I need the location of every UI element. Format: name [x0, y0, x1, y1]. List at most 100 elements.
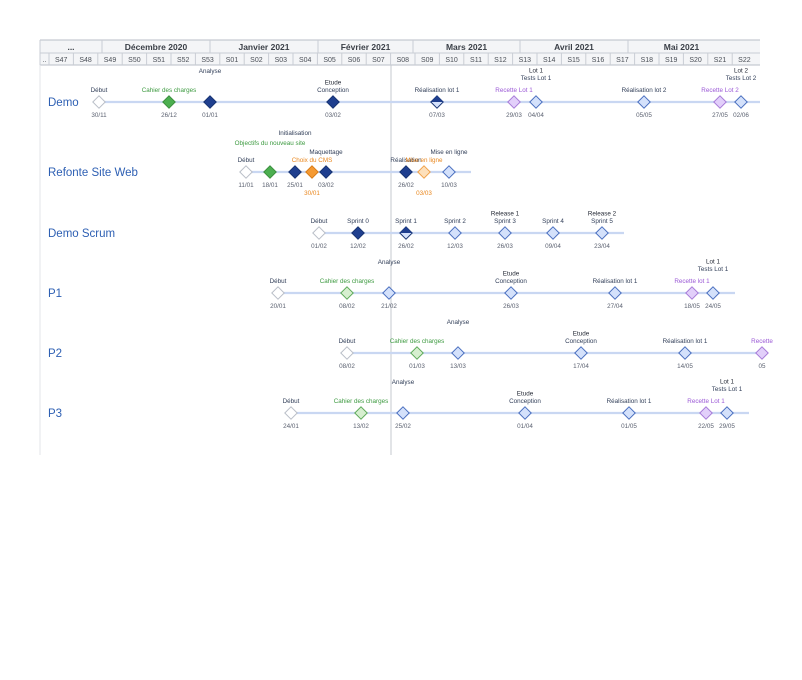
milestone-diamond[interactable]	[574, 346, 588, 360]
milestone[interactable]: Cahier des charges 01/03	[390, 338, 445, 370]
milestone-diamond[interactable]	[498, 226, 512, 240]
milestone[interactable]: Choix du CMS 30/01	[292, 157, 333, 197]
milestone-diamond[interactable]	[382, 286, 396, 300]
milestone-diamond[interactable]	[326, 95, 340, 109]
milestone-diamond[interactable]	[417, 165, 431, 179]
milestone-diamond[interactable]	[678, 346, 692, 360]
milestone-diamond[interactable]	[504, 286, 518, 300]
milestone[interactable]: Analyse 25/02	[392, 379, 415, 430]
milestone-diamond[interactable]	[396, 406, 410, 420]
milestone-diamond[interactable]	[608, 286, 622, 300]
milestone[interactable]: Début 30/11	[91, 87, 108, 119]
milestone[interactable]: Initialisation 25/01	[279, 130, 312, 189]
milestone[interactable]: Réalisation lot 1 01/05	[607, 398, 652, 430]
milestone-diamond[interactable]	[92, 95, 106, 109]
milestone-diamond[interactable]	[305, 165, 319, 179]
project-name[interactable]: Demo Scrum	[48, 228, 115, 240]
milestone[interactable]: Cahier des charges 26/12	[142, 87, 197, 119]
milestone-diamond[interactable]	[451, 346, 465, 360]
milestone-diamond[interactable]	[351, 226, 365, 240]
milestone-diamond[interactable]	[239, 165, 253, 179]
milestone-diamond[interactable]	[340, 286, 354, 300]
milestone[interactable]: Début 08/02	[339, 338, 356, 370]
milestone-diamond[interactable]	[271, 286, 285, 300]
milestone[interactable]: Recette 05	[751, 338, 773, 370]
milestone-diamond[interactable]	[312, 226, 326, 240]
milestone[interactable]: Analyse 21/02	[378, 259, 401, 310]
milestone[interactable]: Sprint 0 12/02	[347, 218, 369, 250]
project-name[interactable]: P1	[48, 288, 62, 300]
milestone[interactable]: Cahier des charges 13/02	[334, 398, 389, 430]
milestone-diamond[interactable]	[706, 286, 720, 300]
milestone-diamond[interactable]	[507, 95, 521, 109]
milestone[interactable]: Sprint 2 12/03	[444, 218, 466, 250]
milestone[interactable]: Réalisation lot 1 07/03	[415, 87, 460, 119]
milestone-diamond[interactable]	[448, 226, 462, 240]
milestone[interactable]: Début 24/01	[283, 398, 300, 430]
milestone[interactable]: Réalisation lot 1 27/04	[593, 278, 638, 310]
milestone[interactable]: Analyse 13/03	[447, 319, 470, 370]
project-row[interactable]: Demo Début 30/11 Cahier des charges 26/12 Ana…	[48, 68, 760, 120]
project-name[interactable]: P2	[48, 348, 62, 360]
milestone[interactable]: Réalisation lot 2 05/05	[622, 87, 667, 119]
milestone-diamond[interactable]	[685, 286, 699, 300]
milestone[interactable]: Début 11/01	[238, 157, 255, 189]
milestone[interactable]: Cahier des charges 08/02	[320, 278, 375, 310]
milestone-diamond[interactable]	[518, 406, 532, 420]
milestone-diamond[interactable]	[546, 226, 560, 240]
project-name[interactable]: Refonte Site Web	[48, 167, 138, 179]
milestone[interactable]: Réalisation 26/02	[390, 157, 422, 189]
project-row[interactable]: P3 Début 24/01 Cahier des charges 13/02 Analy…	[48, 379, 749, 431]
milestone-diamond[interactable]	[203, 95, 217, 109]
milestone-diamond[interactable]	[288, 165, 302, 179]
project-name[interactable]: Demo	[48, 97, 79, 109]
milestone[interactable]: Sprint 4 09/04	[542, 218, 564, 250]
milestone[interactable]: Mise en ligne 10/03	[430, 149, 468, 189]
milestone-diamond[interactable]	[529, 95, 543, 109]
milestone-diamond[interactable]	[734, 95, 748, 109]
milestone[interactable]: Sprint 1 26/02	[395, 218, 417, 250]
milestone-diamond[interactable]	[699, 406, 713, 420]
milestone-diamond[interactable]	[319, 165, 333, 179]
milestone-diamond[interactable]	[637, 95, 651, 109]
milestone-diamond[interactable]	[263, 165, 277, 179]
milestone-diamond[interactable]	[284, 406, 298, 420]
milestone-diamond[interactable]	[755, 346, 769, 360]
milestone-diamond[interactable]	[354, 406, 368, 420]
milestone[interactable]: Début 20/01	[270, 278, 287, 310]
milestone[interactable]: Analyse 01/01	[199, 68, 222, 119]
milestone[interactable]: Recette lot 1 18/05	[674, 278, 710, 310]
milestone-diamond[interactable]	[162, 95, 176, 109]
milestone[interactable]: Objectifs du nouveau site 18/01	[235, 140, 306, 189]
milestone[interactable]: Réalisation lot 1 14/05	[663, 338, 708, 370]
milestone-diamond[interactable]	[442, 165, 456, 179]
project-row[interactable]: P1 Début 20/01 Cahier des charges 08/02 Analy…	[48, 259, 735, 311]
milestone[interactable]: Recette Lot 2 27/05	[701, 87, 739, 119]
project-name[interactable]: P3	[48, 408, 62, 420]
milestone[interactable]: Recette Lot 1 22/05	[687, 398, 725, 430]
milestone[interactable]: Recette Lot 1 29/03	[495, 87, 533, 119]
milestone-diamond[interactable]	[399, 165, 413, 179]
milestone-diamond[interactable]	[720, 406, 734, 420]
milestone-diamond[interactable]	[622, 406, 636, 420]
project-row[interactable]: P2 Début 08/02 Cahier des charges 01/03 Analy…	[48, 319, 773, 370]
milestone[interactable]: Mise en ligne 03/03	[405, 157, 443, 197]
milestone-diamond[interactable]	[713, 95, 727, 109]
milestone-diamond[interactable]	[340, 346, 354, 360]
milestone[interactable]: Maquettage 03/02	[309, 149, 343, 189]
milestone-diamond[interactable]	[410, 346, 424, 360]
milestone-diamond[interactable]	[595, 226, 609, 240]
milestone[interactable]: Début 01/02	[311, 218, 328, 250]
